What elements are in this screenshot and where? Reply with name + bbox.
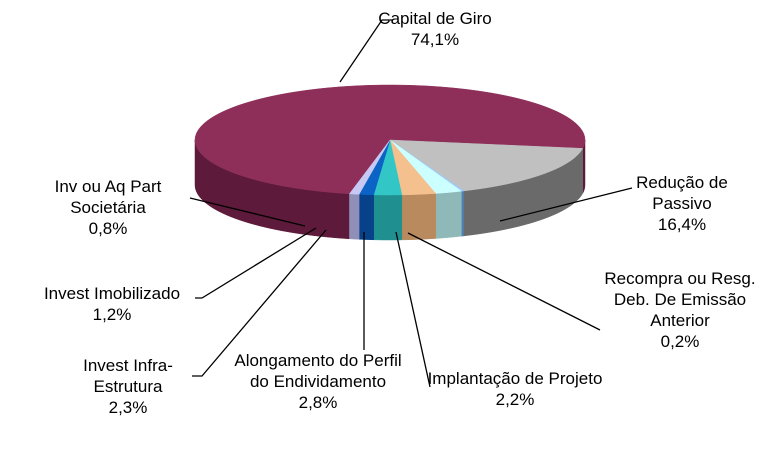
slice-label: Invest Imobilizado 1,2% [12,283,212,325]
slice-side [401,193,436,241]
category-label: Implantação de Projeto [427,369,603,388]
leader-line [395,231,431,388]
slice-label: Implantação de Projeto 2,2% [425,368,605,410]
slice-side [358,194,374,241]
value-label: 16,4% [657,215,707,234]
leader-line [189,197,306,227]
value-label: 0,8% [88,219,128,238]
category-label: Invest Infra-Estrutura [83,356,173,396]
category-label: Inv ou Aq Part Societária [54,177,162,217]
slice [373,139,403,196]
slice-label: Inv ou Aq Part Societária 0,8% [41,176,176,239]
slice-side [435,190,462,239]
leader-line [192,229,327,377]
value-label: 2,2% [495,390,535,409]
category-label: Redução de Passivo [636,173,728,213]
slice-label: Invest Infra-Estrutura 2,3% [68,355,188,418]
slice-label: Redução de Passivo 16,4% [612,172,752,235]
leader-line [339,19,392,83]
category-label: Alongamento do Perfil do Endividamento [234,351,402,391]
category-label: Invest Imobilizado [43,284,181,303]
category-label: Recompra ou Resg. Deb. De Emissão Anteri… [604,269,756,330]
value-label: 2,8% [298,393,338,412]
slice [194,84,586,195]
slice-side [461,190,464,237]
slice-label: Recompra ou Resg. Deb. De Emissão Anteri… [590,268,770,352]
slice [348,139,391,195]
value-label: 2,3% [108,398,148,417]
value-label: 74,1% [410,30,460,49]
leader-line [407,232,601,331]
slice-side [373,194,403,241]
slice [389,139,437,196]
slice-label: Capital de Giro 74,1% [355,8,515,50]
slice-label: Alongamento do Perfil do Endividamento 2,… [233,350,403,413]
value-label: 1,2% [92,305,132,324]
category-label: Capital de Giro [378,9,492,28]
leader-line [195,227,317,299]
value-label: 0,2% [660,332,700,351]
slice-side [349,193,360,240]
leader-line [499,187,633,222]
slice [389,139,584,192]
